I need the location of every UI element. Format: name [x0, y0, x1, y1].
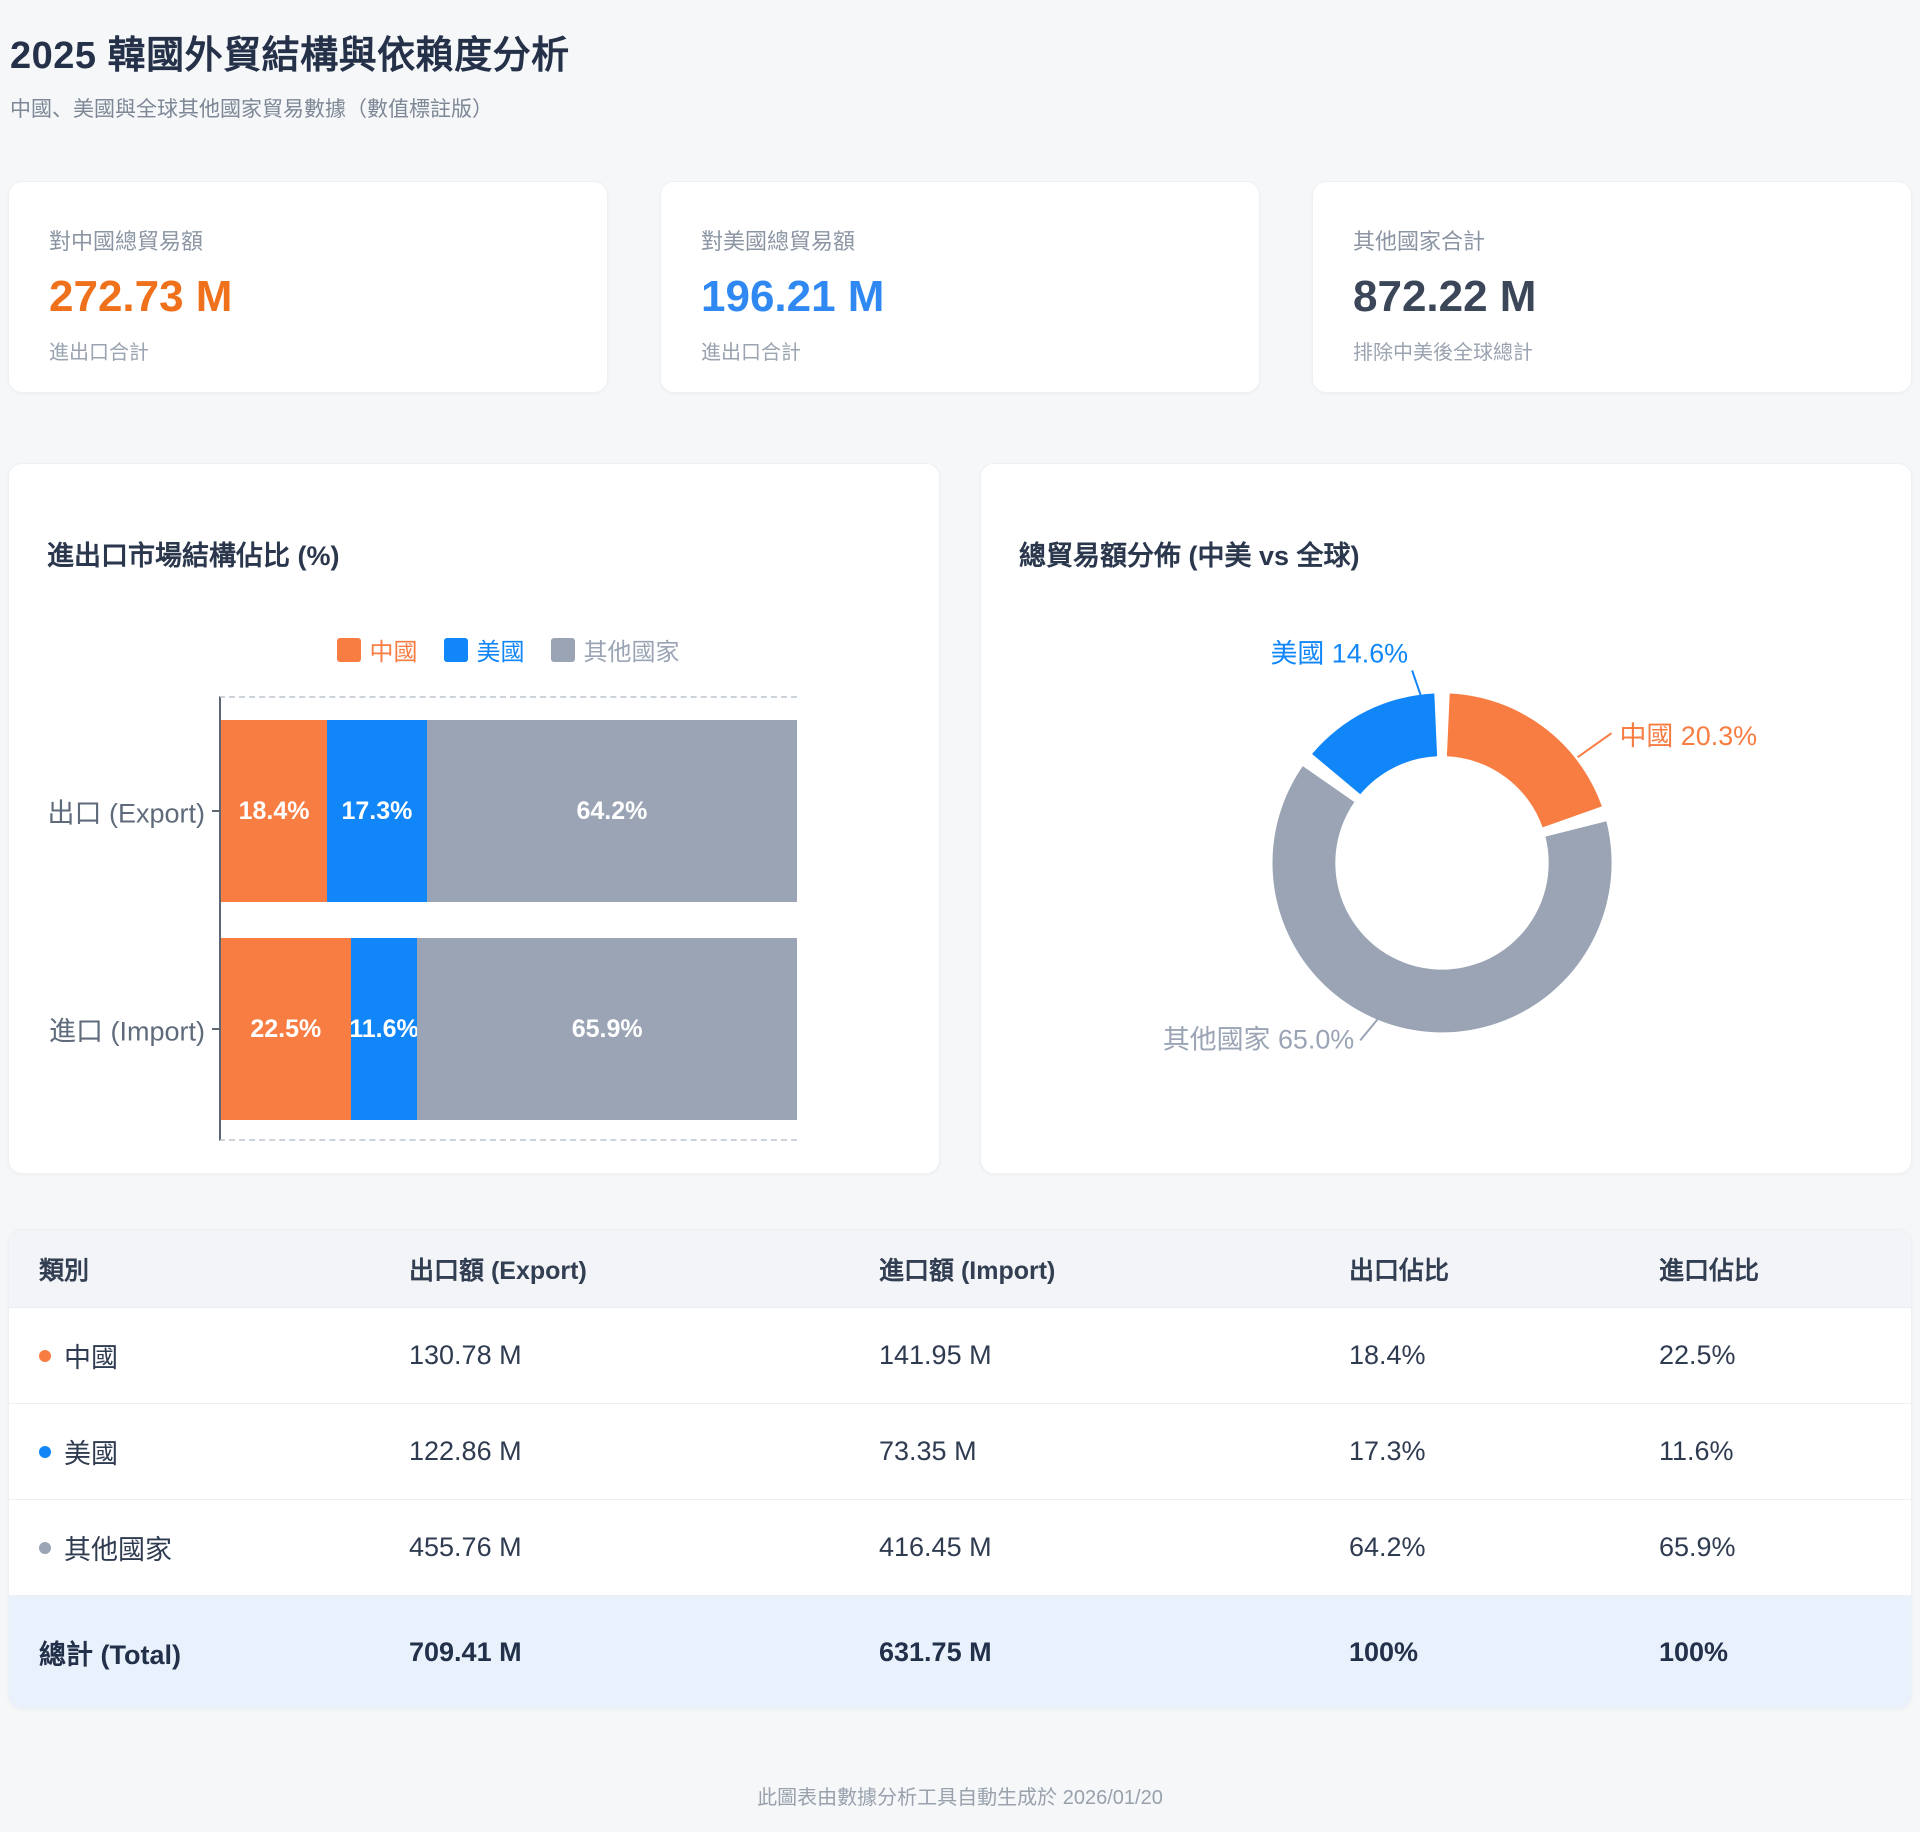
total-import-share: 100% — [1659, 1636, 1729, 1667]
cell-export: 130.78 M — [409, 1340, 522, 1370]
category-cell: 中國 — [39, 1336, 409, 1375]
stat-cards-row: 對中國總貿易額 272.73 M 進出口合計 對美國總貿易額 196.21 M … — [8, 181, 1912, 393]
stat-value: 872.22 M — [1353, 272, 1537, 321]
total-export-share: 100% — [1349, 1636, 1419, 1667]
donut-label-美國: 美國 14.6% — [1271, 638, 1409, 668]
bar-segment-中國[interactable]: 18.4% — [221, 720, 328, 902]
category-dot — [39, 1349, 51, 1362]
donut-chart-panel: 總貿易額分佈 (中美 vs 全球) 中國 20.3% 其他國家 65.0% 美國 1… — [980, 463, 1912, 1174]
page-subtitle: 中國、美國與全球其他國家貿易數據（數值標註版） — [10, 98, 493, 121]
stat-sub: 排除中美後全球總計 — [1353, 342, 1533, 364]
legend-swatch — [336, 637, 361, 662]
category-name: 美國 — [64, 1439, 118, 1469]
donut-leader-line — [1359, 1005, 1389, 1042]
legend-label: 其他國家 — [583, 639, 680, 666]
page-title: 2025 韓國外貿結構與依賴度分析 — [10, 35, 570, 77]
bar-row-import: 22.5% 11.6% 65.9% 進口 (Import) — [49, 938, 797, 1120]
cell-export_share: 64.2% — [1349, 1532, 1426, 1562]
bar-chart-title: 進出口市場結構佔比 (%) — [47, 541, 340, 571]
col-header-export-share: 出口佔比 — [1349, 1256, 1450, 1285]
table-row-中國: 中國 130.78 M 141.95 M 18.4% 22.5% — [9, 1308, 1911, 1404]
trade-table: 類別 出口額 (Export) 進口額 (Import) 出口佔比 進口佔比 中… — [8, 1229, 1912, 1709]
category-name: 中國 — [64, 1343, 118, 1373]
cell-export_share: 17.3% — [1349, 1436, 1426, 1466]
category-cell: 美國 — [39, 1432, 409, 1471]
stat-label: 其他國家合計 — [1353, 229, 1486, 254]
cell-export: 455.76 M — [409, 1532, 522, 1562]
donut-slice-中國[interactable] — [1446, 693, 1602, 828]
col-header-category: 類別 — [39, 1256, 90, 1285]
total-label: 總計 (Total) — [39, 1639, 181, 1670]
donut-leader-line — [1411, 670, 1423, 697]
donut-leader-line — [1577, 732, 1613, 758]
axis-tick — [212, 810, 221, 812]
bar-chart-legend: 中國 美國 其他國家 — [219, 632, 797, 667]
bar-segment-美國[interactable]: 17.3% — [327, 720, 427, 902]
stat-label: 對美國總貿易額 — [701, 229, 856, 254]
donut-slice-美國[interactable] — [1312, 693, 1438, 795]
stat-sub: 進出口合計 — [49, 342, 149, 364]
legend-item-美國[interactable]: 美國 — [443, 632, 525, 667]
donut-label-其他國家: 其他國家 65.0% — [1163, 1024, 1354, 1054]
footer-note: 此圖表由數據分析工具自動生成於 2026/01/20 — [757, 1787, 1163, 1809]
col-header-import: 進口額 (Import) — [879, 1256, 1056, 1285]
bar-segment-中國[interactable]: 22.5% — [221, 938, 351, 1120]
bar-segment-美國[interactable]: 11.6% — [350, 938, 418, 1120]
legend-item-其他國家[interactable]: 其他國家 — [550, 632, 680, 667]
stacked-bar-plot: 18.4% 17.3% 64.2% 出口 (Export) 22.5% 11.6% 65.9… — [47, 696, 797, 1141]
bar-segment-其他國家[interactable]: 65.9% — [417, 938, 797, 1120]
donut-chart: 中國 20.3% 其他國家 65.0% 美國 14.6% — [1163, 638, 1758, 1054]
cell-import_share: 22.5% — [1659, 1340, 1736, 1370]
bar-chart-panel: 進出口市場結構佔比 (%) 中國 美國 其他國家 18.4% 17.3% 64.2% 出口… — [8, 463, 940, 1174]
donut-label-中國: 中國 20.3% — [1620, 721, 1758, 751]
stat-value: 272.73 M — [49, 272, 233, 321]
stat-card-others: 其他國家合計 872.22 M 排除中美後全球總計 — [1312, 181, 1912, 393]
total-export: 709.41 M — [409, 1636, 522, 1667]
bar-category-label: 出口 (Export) — [47, 798, 205, 829]
axis-tick — [212, 1028, 221, 1030]
donut-chart-title: 總貿易額分佈 (中美 vs 全球) — [1019, 541, 1360, 571]
table-body: 中國 130.78 M 141.95 M 18.4% 22.5% 美國 122.86 M 73… — [9, 1308, 1911, 1596]
stat-value: 196.21 M — [701, 272, 885, 321]
legend-label: 中國 — [369, 639, 418, 666]
donut-slice-其他國家[interactable] — [1272, 766, 1612, 1033]
legend-label: 美國 — [476, 639, 525, 666]
bar-row-export: 18.4% 17.3% 64.2% 出口 (Export) — [47, 720, 797, 902]
cell-import: 73.35 M — [879, 1436, 977, 1466]
table-row-其他國家: 其他國家 455.76 M 416.45 M 64.2% 65.9% — [9, 1500, 1911, 1596]
table-header-row: 類別 出口額 (Export) 進口額 (Import) 出口佔比 進口佔比 — [9, 1230, 1911, 1308]
category-cell: 其他國家 — [39, 1528, 409, 1567]
stat-card-usa: 對美國總貿易額 196.21 M 進出口合計 — [660, 181, 1260, 393]
category-name: 其他國家 — [64, 1535, 172, 1565]
cell-import_share: 11.6% — [1659, 1436, 1734, 1466]
table-row-美國: 美國 122.86 M 73.35 M 17.3% 11.6% — [9, 1404, 1911, 1500]
bar-segment-其他國家[interactable]: 64.2% — [426, 720, 797, 902]
bar-category-label: 進口 (Import) — [48, 1016, 205, 1047]
total-import: 631.75 M — [879, 1636, 992, 1667]
col-header-import-share: 進口佔比 — [1659, 1256, 1760, 1285]
cell-import: 416.45 M — [879, 1532, 992, 1562]
charts-row: 進出口市場結構佔比 (%) 中國 美國 其他國家 18.4% 17.3% 64.2% 出口… — [8, 463, 1912, 1174]
category-dot — [39, 1445, 51, 1458]
category-dot — [39, 1541, 51, 1554]
stat-card-china: 對中國總貿易額 272.73 M 進出口合計 — [8, 181, 608, 393]
cell-import: 141.95 M — [879, 1340, 992, 1370]
cell-import_share: 65.9% — [1659, 1532, 1736, 1562]
stat-label: 對中國總貿易額 — [49, 229, 204, 254]
legend-item-中國[interactable]: 中國 — [336, 632, 418, 667]
cell-export: 122.86 M — [409, 1436, 522, 1466]
legend-swatch — [443, 637, 468, 662]
table-total-row: 總計 (Total) 709.41 M 631.75 M 100% 100% — [9, 1596, 1911, 1708]
legend-swatch — [550, 637, 575, 662]
cell-export_share: 18.4% — [1349, 1340, 1426, 1370]
stat-sub: 進出口合計 — [701, 342, 801, 364]
col-header-export: 出口額 (Export) — [409, 1256, 587, 1285]
